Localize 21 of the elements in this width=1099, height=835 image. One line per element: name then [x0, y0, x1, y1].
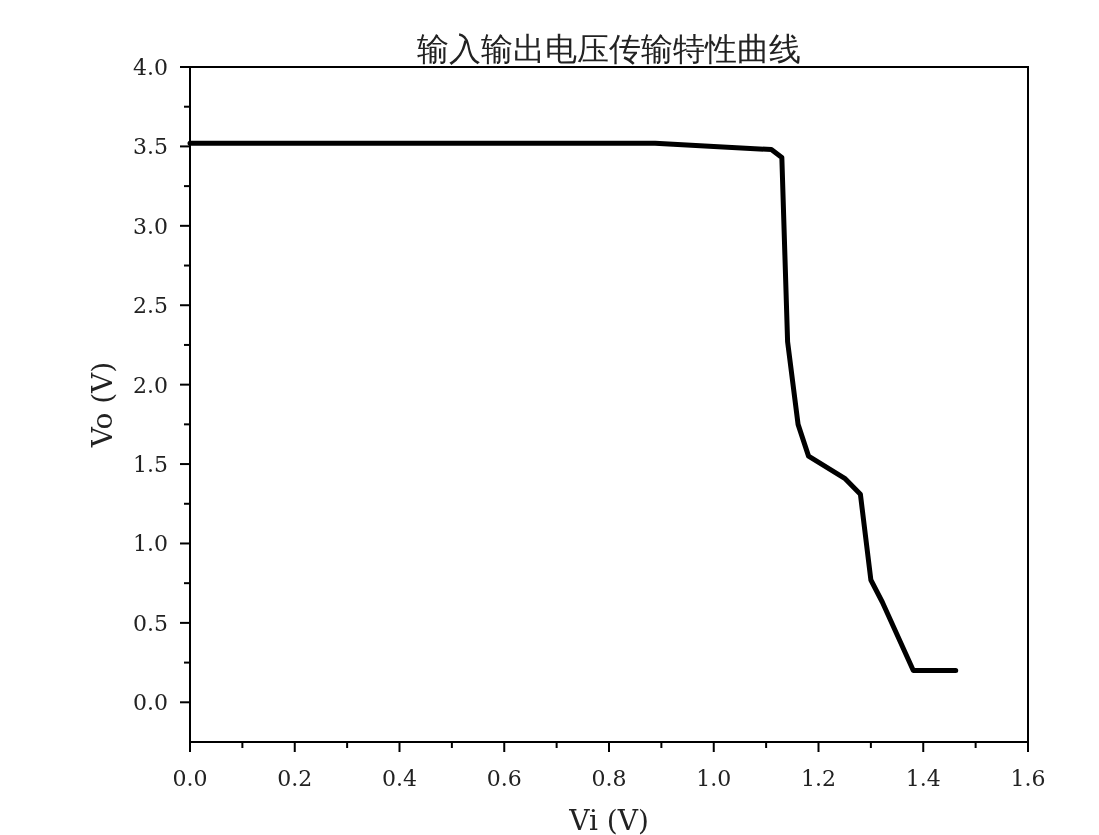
- x-tick-label: 0.0: [172, 766, 208, 791]
- x-axis-title: Vi (V): [568, 804, 649, 835]
- y-tick-label: 2.0: [133, 372, 168, 398]
- x-tick-label: 1.0: [696, 766, 732, 791]
- y-tick-label: 3.5: [133, 134, 168, 160]
- y-tick-label: 2.5: [133, 293, 168, 319]
- y-tick-label: 1.0: [133, 531, 168, 557]
- y-tick-label: 0.5: [133, 610, 168, 636]
- y-tick-label: 3.0: [133, 213, 168, 239]
- y-tick-label: 4.0: [133, 55, 168, 80]
- y-tick-label: 0.0: [133, 690, 168, 716]
- x-tick-label: 0.8: [591, 766, 627, 791]
- x-tick-label: 0.6: [486, 766, 522, 791]
- x-tick-label: 1.4: [905, 766, 941, 791]
- y-tick-label: 1.5: [133, 452, 168, 478]
- chart-title: 输入输出电压传输特性曲线: [417, 30, 801, 68]
- x-tick-label: 0.4: [382, 766, 417, 791]
- y-axis-title: Vo (V): [86, 361, 119, 449]
- x-tick-label: 1.6: [1010, 766, 1046, 791]
- x-tick-label: 0.2: [277, 766, 313, 791]
- x-tick-label: 1.2: [801, 766, 836, 791]
